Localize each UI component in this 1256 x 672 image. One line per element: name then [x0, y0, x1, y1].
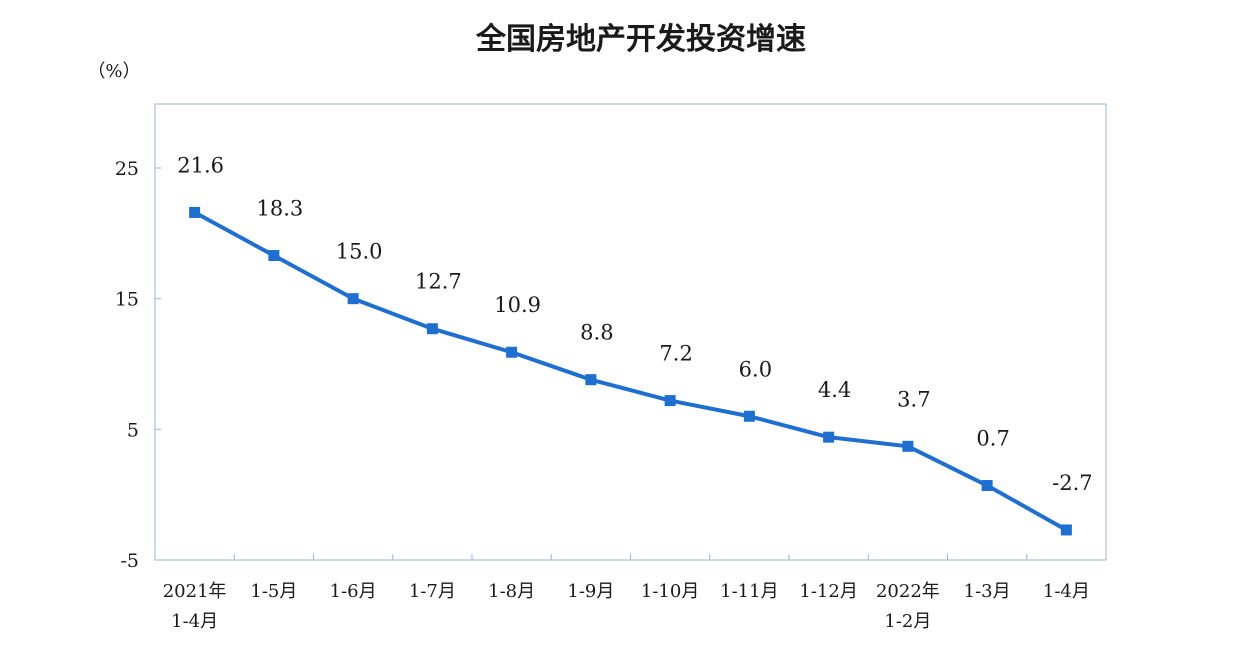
data-point-marker — [664, 395, 676, 407]
x-tick-label: 1-8月 — [488, 581, 535, 602]
y-tick-label: 15 — [115, 289, 139, 311]
x-tick-label: 1-6月 — [330, 581, 377, 602]
x-tick-label: 1-10月 — [641, 581, 699, 602]
data-label: -2.7 — [1052, 471, 1093, 495]
x-tick-label: 1-9月 — [567, 581, 614, 602]
chart-title: 全国房地产开发投资增速 — [475, 22, 806, 57]
data-label: 18.3 — [256, 197, 303, 221]
data-label-layer: 21.6 18.3 15.0 12.7 10.9 8.8 7.2 6.0 4.4 3.7 0.7 -2… — [177, 153, 1092, 495]
x-tick-label: 2021年 — [163, 581, 227, 602]
x-tick-label: 1-4月 — [171, 611, 218, 632]
x-tick-label: 1-5月 — [250, 581, 297, 602]
data-point-marker — [189, 206, 201, 218]
x-tick-label: 1-4月 — [1043, 581, 1090, 602]
plot-frame — [154, 103, 1107, 561]
data-point-marker — [743, 410, 755, 422]
y-tick-label: 5 — [127, 419, 139, 441]
series-line — [192, 210, 1069, 532]
data-point-marker — [823, 431, 835, 443]
x-tick-label: 2022年 — [876, 581, 940, 602]
x-tick-label: 1-11月 — [720, 581, 778, 602]
data-label: 12.7 — [415, 270, 462, 294]
x-tick-label: 1-7月 — [409, 581, 456, 602]
data-label: 0.7 — [976, 427, 1009, 451]
y-tick-label: 25 — [115, 158, 139, 180]
series-layer — [189, 206, 1072, 536]
data-label: 7.2 — [659, 342, 692, 366]
data-point-marker — [981, 480, 993, 492]
data-point-marker — [585, 374, 597, 386]
data-point-marker — [347, 293, 359, 305]
data-point-marker — [506, 346, 518, 358]
data-label: 3.7 — [897, 387, 930, 411]
data-label: 21.6 — [177, 153, 224, 177]
data-point-marker — [1060, 524, 1072, 536]
x-tick-label: 1-12月 — [799, 581, 857, 602]
data-point-marker — [268, 250, 280, 262]
data-point-marker — [426, 323, 438, 335]
data-point-marker — [902, 440, 914, 452]
data-label: 10.9 — [494, 293, 541, 317]
y-axis-unit-label: （%） — [87, 61, 140, 82]
x-tick-label: 1-3月 — [964, 581, 1011, 602]
data-label: 8.8 — [580, 321, 613, 345]
axis-layer: -5 5 15 25 2021年 1-4月 1-5月 1-6月 1-7月 1-8月 1-9月 1-10… — [115, 158, 1107, 632]
x-tick-label: 1-2月 — [884, 611, 931, 632]
data-label: 4.4 — [818, 378, 851, 402]
data-label: 6.0 — [739, 357, 772, 381]
data-label: 15.0 — [336, 240, 383, 264]
y-tick-label: -5 — [120, 550, 139, 572]
